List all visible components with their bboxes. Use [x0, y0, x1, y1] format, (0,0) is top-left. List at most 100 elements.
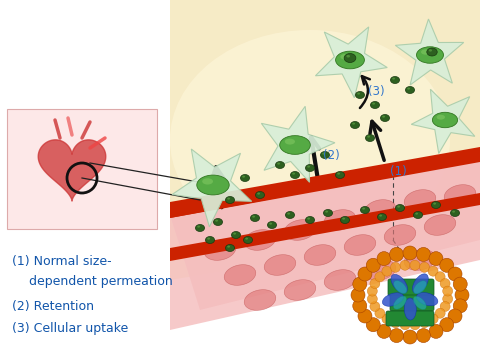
Ellipse shape — [415, 213, 418, 215]
Circle shape — [375, 308, 385, 318]
Ellipse shape — [277, 163, 280, 164]
Ellipse shape — [267, 221, 276, 229]
Ellipse shape — [284, 280, 316, 300]
Circle shape — [382, 314, 392, 324]
Circle shape — [353, 299, 367, 313]
Ellipse shape — [245, 237, 248, 240]
Ellipse shape — [292, 173, 295, 175]
Ellipse shape — [226, 245, 235, 251]
Ellipse shape — [227, 246, 230, 248]
Text: (2) Retention: (2) Retention — [12, 300, 94, 313]
Circle shape — [448, 267, 462, 281]
Polygon shape — [170, 155, 480, 330]
Circle shape — [367, 294, 377, 304]
Ellipse shape — [396, 204, 405, 211]
Circle shape — [400, 320, 410, 330]
Circle shape — [366, 258, 380, 272]
Ellipse shape — [450, 209, 459, 216]
Polygon shape — [172, 149, 252, 227]
Ellipse shape — [394, 281, 407, 294]
Ellipse shape — [202, 178, 213, 184]
Circle shape — [455, 288, 469, 302]
Ellipse shape — [433, 203, 436, 205]
Ellipse shape — [406, 87, 415, 94]
Ellipse shape — [340, 216, 349, 224]
Circle shape — [370, 278, 380, 289]
Ellipse shape — [394, 296, 407, 309]
Ellipse shape — [404, 190, 436, 210]
Ellipse shape — [397, 205, 400, 208]
Circle shape — [391, 318, 400, 328]
Ellipse shape — [215, 220, 218, 222]
Ellipse shape — [384, 225, 416, 245]
Ellipse shape — [407, 88, 410, 90]
Circle shape — [429, 252, 443, 266]
Ellipse shape — [381, 115, 390, 121]
Ellipse shape — [357, 93, 360, 95]
Ellipse shape — [251, 215, 260, 221]
Ellipse shape — [205, 236, 215, 244]
Circle shape — [443, 294, 453, 304]
Ellipse shape — [382, 116, 385, 117]
Ellipse shape — [324, 209, 333, 216]
Ellipse shape — [413, 211, 422, 219]
Ellipse shape — [417, 293, 438, 306]
Ellipse shape — [365, 135, 374, 141]
Circle shape — [377, 252, 391, 266]
Ellipse shape — [350, 121, 360, 129]
Ellipse shape — [240, 174, 250, 182]
Circle shape — [410, 260, 420, 270]
Ellipse shape — [421, 49, 430, 54]
Circle shape — [428, 266, 438, 276]
Circle shape — [440, 318, 454, 332]
Circle shape — [440, 278, 450, 288]
Ellipse shape — [307, 218, 310, 220]
Circle shape — [403, 330, 417, 344]
Circle shape — [366, 318, 380, 332]
Text: (2): (2) — [323, 148, 340, 162]
Ellipse shape — [383, 293, 404, 306]
Ellipse shape — [352, 122, 355, 125]
Ellipse shape — [195, 225, 204, 231]
Polygon shape — [262, 106, 335, 182]
Circle shape — [420, 262, 430, 272]
Ellipse shape — [307, 166, 310, 168]
Circle shape — [428, 314, 438, 324]
Polygon shape — [38, 140, 106, 201]
Ellipse shape — [432, 112, 457, 128]
Circle shape — [440, 258, 454, 272]
Circle shape — [420, 318, 430, 328]
Ellipse shape — [432, 201, 441, 209]
Circle shape — [370, 302, 380, 312]
Ellipse shape — [437, 115, 445, 120]
Ellipse shape — [379, 215, 382, 217]
Ellipse shape — [244, 290, 276, 310]
Ellipse shape — [197, 175, 229, 195]
FancyBboxPatch shape — [386, 311, 434, 326]
Polygon shape — [396, 19, 464, 85]
Circle shape — [358, 309, 372, 323]
Ellipse shape — [336, 172, 345, 178]
Ellipse shape — [377, 214, 386, 220]
Ellipse shape — [285, 138, 295, 145]
Ellipse shape — [264, 255, 296, 275]
Ellipse shape — [404, 298, 416, 320]
Ellipse shape — [429, 49, 432, 52]
Ellipse shape — [340, 54, 350, 59]
Ellipse shape — [392, 78, 395, 80]
Text: (3) Cellular uptake: (3) Cellular uptake — [12, 322, 128, 335]
Ellipse shape — [324, 269, 356, 290]
Circle shape — [417, 247, 431, 261]
Circle shape — [390, 262, 400, 272]
Text: dependent permeation: dependent permeation — [29, 275, 173, 288]
Circle shape — [353, 277, 367, 291]
Ellipse shape — [364, 260, 396, 280]
Ellipse shape — [372, 103, 375, 105]
Ellipse shape — [424, 215, 456, 235]
Ellipse shape — [269, 222, 272, 225]
Ellipse shape — [244, 230, 276, 250]
Polygon shape — [170, 155, 480, 310]
Ellipse shape — [412, 274, 428, 293]
Ellipse shape — [252, 215, 255, 218]
Ellipse shape — [233, 232, 236, 235]
